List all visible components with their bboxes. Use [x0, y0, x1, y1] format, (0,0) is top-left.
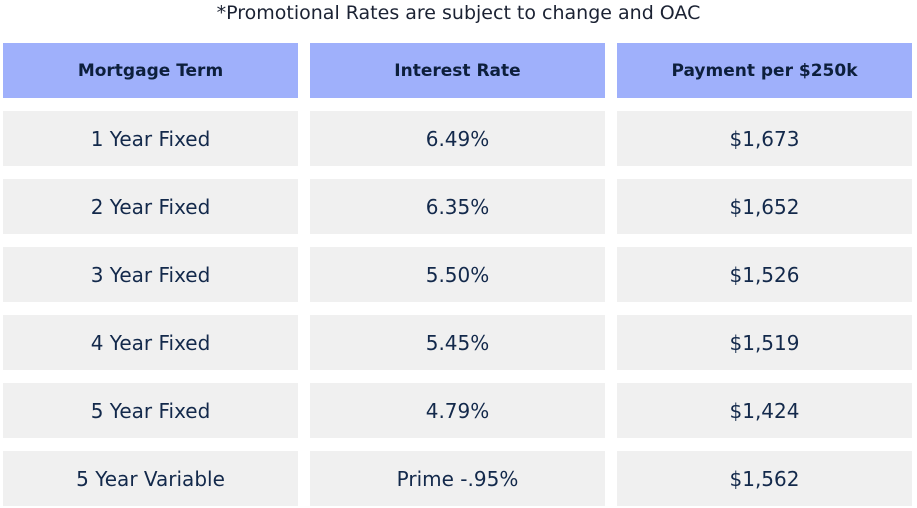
header-payment: Payment per $250k	[617, 43, 912, 98]
row-6-payment: $1,562	[617, 451, 912, 506]
mortgage-rate-table: Mortgage Term Interest Rate Payment per …	[3, 43, 913, 506]
header-interest-rate: Interest Rate	[310, 43, 605, 98]
promo-disclaimer: *Promotional Rates are subject to change…	[216, 2, 701, 24]
row-5-rate: 4.79%	[310, 383, 605, 438]
row-1-term: 1 Year Fixed	[3, 111, 298, 166]
row-6-term: 5 Year Variable	[3, 451, 298, 506]
row-1-rate: 6.49%	[310, 111, 605, 166]
row-2-rate: 6.35%	[310, 179, 605, 234]
row-5-payment: $1,424	[617, 383, 912, 438]
row-2-term: 2 Year Fixed	[3, 179, 298, 234]
row-3-payment: $1,526	[617, 247, 912, 302]
row-5-term: 5 Year Fixed	[3, 383, 298, 438]
row-4-term: 4 Year Fixed	[3, 315, 298, 370]
row-2-payment: $1,652	[617, 179, 912, 234]
row-3-term: 3 Year Fixed	[3, 247, 298, 302]
row-4-payment: $1,519	[617, 315, 912, 370]
row-3-rate: 5.50%	[310, 247, 605, 302]
row-6-rate: Prime -.95%	[310, 451, 605, 506]
row-4-rate: 5.45%	[310, 315, 605, 370]
header-mortgage-term: Mortgage Term	[3, 43, 298, 98]
row-1-payment: $1,673	[617, 111, 912, 166]
